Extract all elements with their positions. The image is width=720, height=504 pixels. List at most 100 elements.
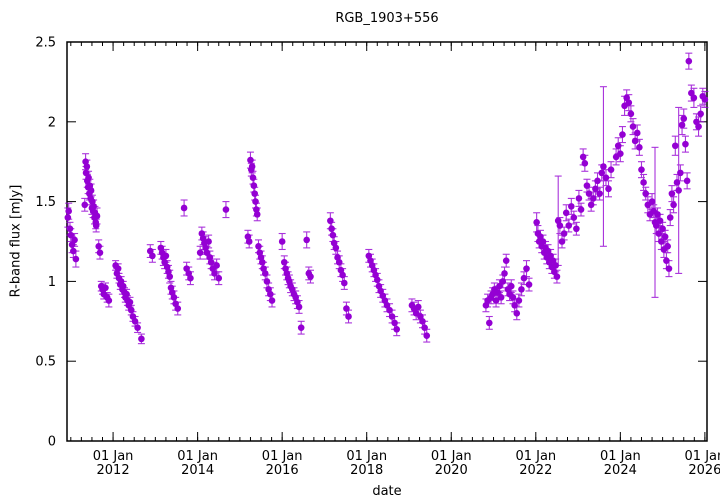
y-tick-label: 2.5 (35, 36, 56, 51)
plot-border (66, 41, 708, 442)
scatter-point (656, 217, 664, 225)
scatter-point (203, 249, 211, 256)
scatter-point (552, 262, 559, 269)
x-tick-label-line2: 2020 (435, 463, 468, 478)
x-tick-label-line1: 01 Jan (431, 449, 472, 464)
scatter-point (83, 163, 91, 170)
scatter-point (71, 236, 78, 244)
scatter-point (499, 278, 507, 285)
scatter-point (414, 303, 422, 311)
scatter-point (600, 163, 607, 170)
scatter-point (605, 185, 612, 193)
scatter-point (335, 258, 343, 266)
scatter-point (65, 207, 72, 215)
scatter-point (492, 297, 500, 304)
scatter-point (663, 257, 670, 264)
scatter-point (303, 236, 310, 244)
scatter-point (596, 190, 603, 197)
scatter-point (581, 159, 589, 167)
scatter-point (539, 238, 547, 245)
scatter-point (87, 187, 95, 194)
x-tick-label-line1: 01 Jan (93, 449, 134, 464)
scatter-point (598, 169, 606, 177)
scatter-point (247, 156, 254, 164)
scatter-point (251, 190, 258, 197)
x-tick-label-line2: 2024 (604, 463, 637, 478)
scatter-point (579, 153, 587, 161)
scatter-point (556, 222, 564, 229)
x-tick-label-line1: 01 Jan (177, 449, 218, 464)
scatter-point (673, 179, 681, 186)
scatter-point (697, 110, 704, 118)
y-tick-label: 0 (48, 435, 56, 450)
scatter-point (222, 206, 230, 213)
scatter-point (682, 140, 689, 148)
scatter-point (592, 185, 599, 193)
scatter-point (678, 121, 686, 129)
y-tick-label: 0.5 (35, 355, 56, 370)
scatter-point (81, 201, 89, 209)
scatter-point (419, 318, 426, 325)
scatter-point (391, 319, 398, 327)
scatter-point (695, 123, 702, 130)
scatter-point (386, 306, 393, 314)
scatter-point (533, 219, 540, 226)
scatter-point (134, 324, 141, 331)
scatter-point (619, 131, 626, 138)
scatter-point (560, 230, 568, 237)
x-tick-label-line1: 01 Jan (515, 449, 556, 464)
scatter-point (267, 290, 274, 298)
x-tick-label-line1: 01 Jan (600, 449, 641, 464)
scatter-point (631, 137, 639, 145)
scatter-point (625, 99, 633, 106)
scatter-point (253, 211, 261, 218)
scatter-point (666, 214, 674, 221)
scatter-point (329, 231, 337, 239)
scatter-point (614, 142, 622, 150)
scatter-point (105, 297, 113, 304)
scatter-point (215, 274, 223, 282)
scatter-point (261, 270, 269, 277)
scatter-point (640, 179, 647, 186)
scatter-point (690, 94, 698, 102)
scatter-point (119, 282, 127, 290)
scatter-point (114, 265, 122, 272)
scatter-point (629, 123, 637, 130)
scatter-point (565, 222, 573, 229)
scatter-point (268, 297, 276, 304)
scatter-point (668, 190, 676, 197)
scatter-point (138, 335, 145, 343)
scatter-point (332, 244, 340, 252)
scatter-point (661, 233, 669, 241)
scatter-point (252, 198, 259, 205)
x-tick-label-line2: 2026 (688, 463, 720, 478)
scatter-point (523, 265, 530, 272)
scatter-point (507, 282, 515, 290)
scatter-point (339, 271, 346, 279)
scatter-point (515, 297, 523, 304)
scatter-point (520, 274, 528, 282)
scatter-point (573, 225, 580, 233)
scatter-point (513, 310, 521, 317)
scatter-point (327, 217, 334, 225)
scatter-point (575, 195, 583, 202)
scatter-point (685, 57, 693, 65)
scatter-point (196, 249, 204, 256)
scatter-point (652, 222, 660, 229)
scatter-point (627, 110, 635, 118)
scatter-point (423, 332, 431, 339)
scatter-point (126, 298, 134, 306)
scatter-point (70, 247, 77, 255)
scatter-point (174, 305, 182, 312)
scatter-point (102, 284, 109, 292)
y-tick-label: 1.5 (35, 195, 56, 210)
scatter-point (258, 258, 266, 266)
scatter-point (664, 242, 671, 250)
scatter-point (607, 166, 615, 173)
scatter-point (511, 302, 518, 309)
scatter-point (568, 203, 575, 210)
scatter-point (297, 324, 305, 331)
scatter-point (393, 325, 401, 333)
